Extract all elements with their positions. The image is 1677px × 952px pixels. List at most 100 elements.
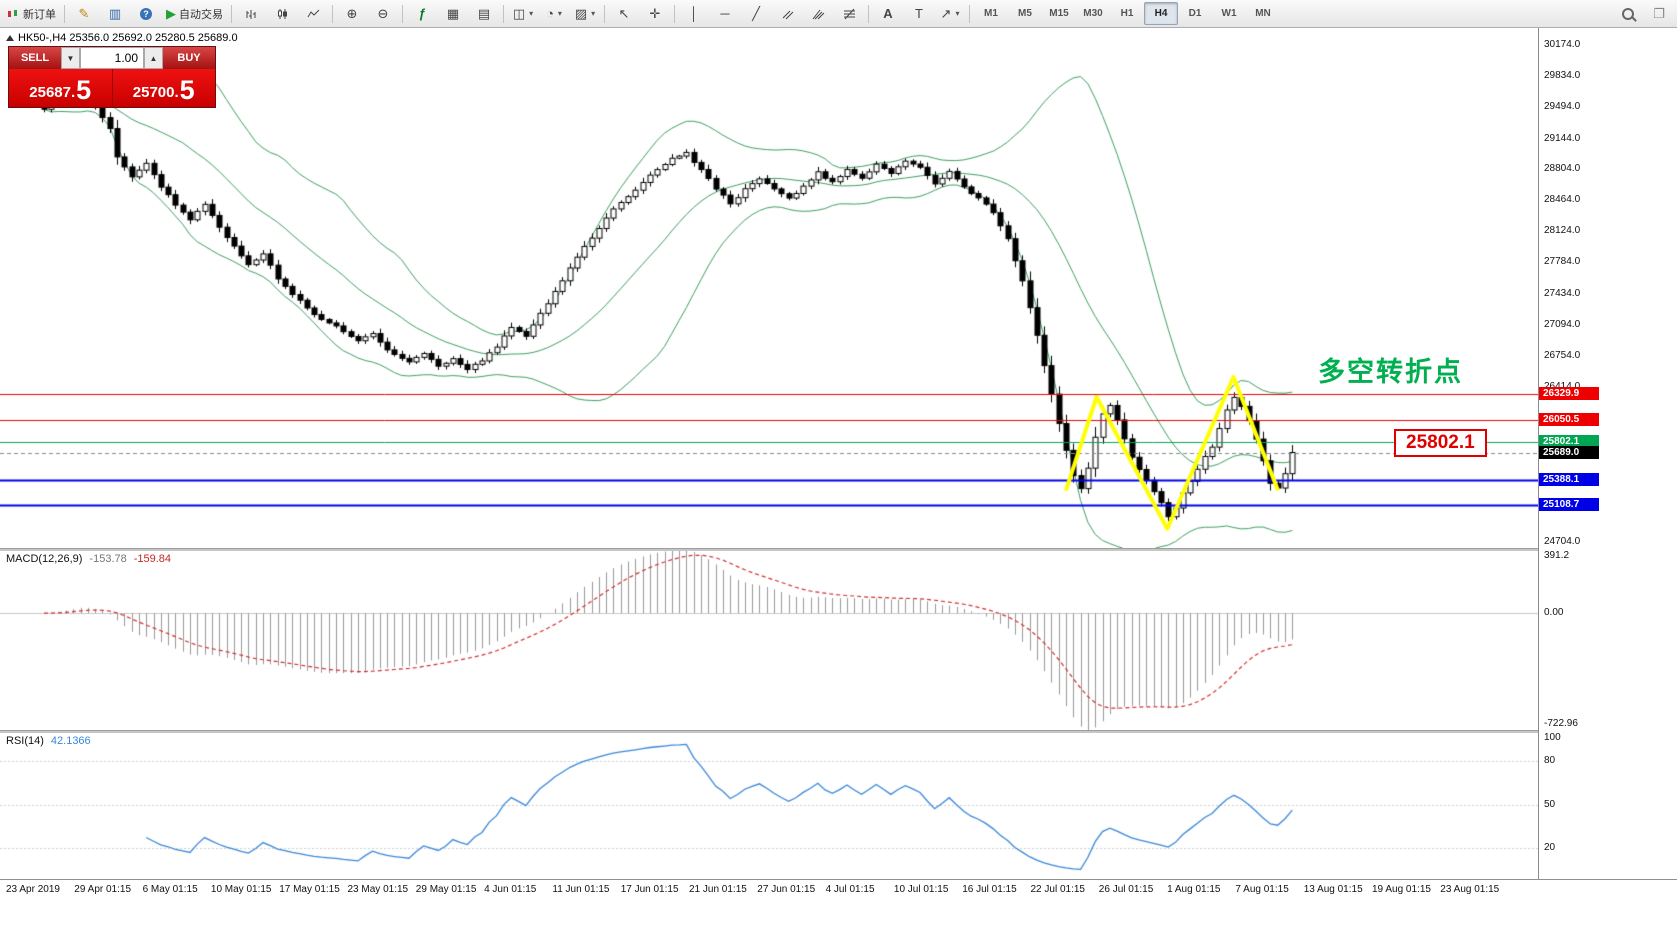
chart-title-text: HK50-,H4 25356.0 25692.0 25280.5 25689.0 — [18, 32, 238, 44]
symbol-search-button[interactable] — [1613, 2, 1643, 25]
editor-button[interactable]: ✎ — [69, 2, 99, 25]
horizontal-line-icon: ─ — [720, 7, 729, 20]
zoom-out-icon: ⊖ — [378, 7, 389, 20]
toolbar-separator — [402, 5, 403, 23]
bar-chart-icon — [245, 8, 258, 20]
price-axis-main[interactable]: 30174.029834.029494.029144.028804.028464… — [1539, 28, 1677, 548]
buy-button[interactable]: BUY — [163, 47, 215, 69]
zoom-in-icon: ⊕ — [347, 7, 358, 20]
volume-up-button[interactable]: ▲ — [144, 47, 163, 69]
text-label-button[interactable]: T — [904, 2, 934, 25]
chart-bars-button[interactable] — [236, 2, 266, 25]
pane-separator[interactable] — [0, 730, 1677, 733]
macd-canvas[interactable] — [0, 550, 1538, 730]
chevron-down-icon: ▾ — [591, 9, 595, 18]
rsi-tick: 80 — [1544, 755, 1555, 766]
date-label: 22 Jul 01:15 — [1031, 884, 1086, 895]
timeframe-h4[interactable]: H4 — [1144, 2, 1178, 25]
chevron-down-icon: ▾ — [558, 9, 562, 18]
cursor-button[interactable]: ↖ — [609, 2, 639, 25]
sell-price-main: 25687. — [29, 82, 75, 104]
price-tick: 28464.0 — [1544, 194, 1580, 205]
volume-down-button[interactable]: ▼ — [61, 47, 80, 69]
trendline-button[interactable]: ╱ — [741, 2, 771, 25]
fibonacci-button[interactable] — [834, 2, 864, 25]
pitchfork-icon — [812, 8, 825, 20]
chevron-down-icon: ▼ — [67, 54, 75, 63]
new-chart-button[interactable]: ◫ ▾ — [508, 2, 538, 25]
channel-button[interactable] — [772, 2, 802, 25]
chevron-up-icon: ▲ — [150, 54, 158, 63]
timeframe-h1[interactable]: H1 — [1110, 2, 1144, 25]
date-label: 1 Aug 01:15 — [1167, 884, 1220, 895]
windows-icon: ❐ — [1653, 7, 1665, 20]
template-icon: ▨ — [575, 7, 587, 20]
chart-line-button[interactable] — [298, 2, 328, 25]
chart-annotation-text[interactable]: 多空转折点 — [1318, 350, 1463, 389]
pitchfork-button[interactable] — [803, 2, 833, 25]
crosshair-button[interactable]: ✛ — [640, 2, 670, 25]
price-tick: 27434.0 — [1544, 288, 1580, 299]
autotrading-button[interactable]: ▶ 自动交易 — [162, 2, 227, 25]
timeframe-m15[interactable]: M15 — [1042, 2, 1076, 25]
period-button[interactable]: ◔ ▾ — [539, 2, 569, 25]
date-label: 7 Aug 01:15 — [1235, 884, 1288, 895]
rsi-tick: 20 — [1544, 842, 1555, 853]
zoom-out-button[interactable]: ⊖ — [368, 2, 398, 25]
price-tick: 30174.0 — [1544, 39, 1580, 50]
timeframe-m1[interactable]: M1 — [974, 2, 1008, 25]
indicators-button[interactable]: ƒ — [407, 2, 437, 25]
date-label: 10 Jul 01:15 — [894, 884, 949, 895]
vertical-line-button[interactable]: │ — [679, 2, 709, 25]
help-button[interactable]: ? — [131, 2, 161, 25]
main-chart-canvas[interactable] — [0, 28, 1538, 548]
timeframe-m5[interactable]: M5 — [1008, 2, 1042, 25]
price-tick: 24704.0 — [1544, 536, 1580, 547]
text-icon: A — [883, 7, 892, 20]
price-tick: 27094.0 — [1544, 319, 1580, 330]
timeframe-d1[interactable]: D1 — [1178, 2, 1212, 25]
price-tick: 28804.0 — [1544, 163, 1580, 174]
window-list-button[interactable]: ❐ — [1644, 2, 1674, 25]
toolbar-separator — [332, 5, 333, 23]
rsi-canvas[interactable] — [0, 732, 1538, 877]
price-axis[interactable]: 30174.029834.029494.029144.028804.028464… — [1538, 28, 1677, 879]
toolbar-separator — [231, 5, 232, 23]
macd-signal-value: -159.84 — [134, 553, 171, 565]
price-tag-label[interactable]: 25802.1 — [1394, 429, 1487, 457]
line-chart-icon — [307, 8, 320, 20]
new-order-button[interactable]: 新订单 — [3, 2, 60, 25]
price-axis-macd[interactable]: 391.20.00-722.96 — [1539, 550, 1677, 730]
text-button[interactable]: A — [873, 2, 903, 25]
chart-candles-button[interactable] — [267, 2, 297, 25]
pane-separator[interactable] — [0, 548, 1677, 551]
cascade-windows-button[interactable]: ▤ — [469, 2, 499, 25]
volume-input[interactable]: 1.00 — [80, 47, 144, 69]
sell-button[interactable]: SELL — [9, 47, 61, 69]
arrows-button[interactable]: ↗ ▾ — [935, 2, 965, 25]
cursor-icon: ↖ — [619, 7, 630, 20]
date-label: 23 May 01:15 — [348, 884, 409, 895]
template-button[interactable]: ▨ ▾ — [570, 2, 600, 25]
terminal-button[interactable]: ▥ — [100, 2, 130, 25]
price-axis-rsi[interactable]: 100805020 — [1539, 732, 1677, 877]
price-level-label: 25689.0 — [1539, 446, 1599, 459]
price-level-label: 26050.5 — [1539, 413, 1599, 426]
price-tick: 29494.0 — [1544, 101, 1580, 112]
date-label: 13 Aug 01:15 — [1304, 884, 1363, 895]
tile-windows-button[interactable]: ▦ — [438, 2, 468, 25]
timeframe-w1[interactable]: W1 — [1212, 2, 1246, 25]
date-axis[interactable]: 23 Apr 201929 Apr 01:156 May 01:1510 May… — [0, 879, 1677, 902]
date-label: 21 Jun 01:15 — [689, 884, 747, 895]
rsi-tick: 100 — [1544, 732, 1561, 743]
help-icon: ? — [140, 8, 152, 20]
zoom-in-button[interactable]: ⊕ — [337, 2, 367, 25]
horizontal-line-button[interactable]: ─ — [710, 2, 740, 25]
trendline-icon: ╱ — [752, 7, 760, 20]
autotrading-label: 自动交易 — [179, 6, 223, 22]
timeframe-mn[interactable]: MN — [1246, 2, 1280, 25]
timeframe-m30[interactable]: M30 — [1076, 2, 1110, 25]
date-label: 23 Apr 2019 — [6, 884, 60, 895]
price-level-label: 25388.1 — [1539, 473, 1599, 486]
price-level-label: 25108.7 — [1539, 498, 1599, 511]
